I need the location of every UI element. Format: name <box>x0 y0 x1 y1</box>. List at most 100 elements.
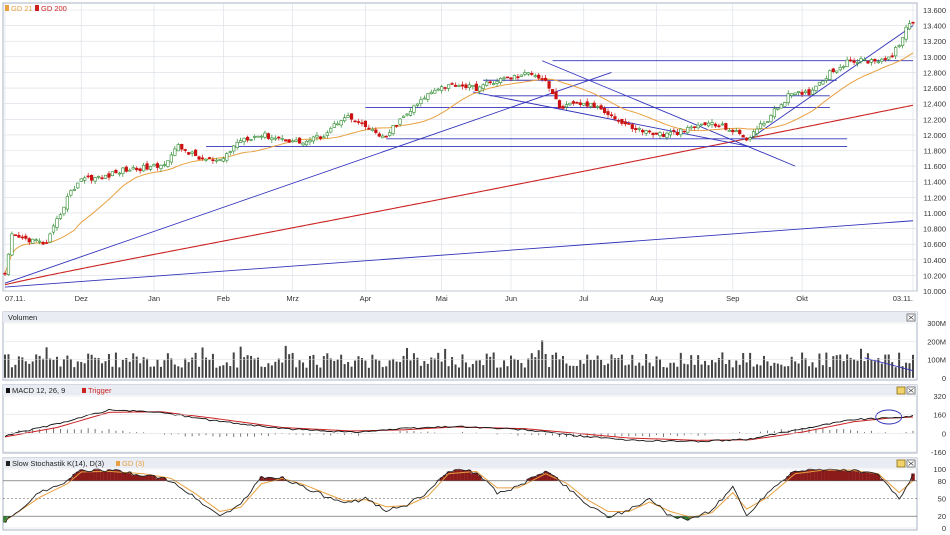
candle-body <box>783 102 787 107</box>
candle-body <box>152 164 156 167</box>
volume-bar <box>794 361 797 378</box>
candle-body <box>554 91 558 100</box>
candle-body <box>422 97 426 100</box>
candle-body <box>741 135 745 138</box>
volume-bar <box>281 362 284 378</box>
volume-bar <box>205 357 208 378</box>
stoch-settings-icon[interactable] <box>896 459 906 468</box>
macd-title: MACD 12, 26, 9 <box>12 386 65 395</box>
volume-bar <box>638 362 641 378</box>
volume-bar <box>350 366 353 378</box>
volume-bar <box>367 367 370 378</box>
volume-bar <box>832 356 835 378</box>
volume-bar <box>409 360 412 378</box>
candle-body <box>100 177 104 179</box>
macd-path <box>4 408 914 443</box>
volume-bar <box>399 362 402 378</box>
candle-body <box>346 115 350 118</box>
macd-close-icon[interactable] <box>906 386 916 395</box>
candle-body <box>592 102 596 108</box>
candle-body <box>110 171 115 177</box>
candle-body <box>724 123 728 130</box>
candle-body <box>339 120 343 126</box>
candle-body <box>627 123 631 125</box>
volume-bar <box>31 361 34 378</box>
candle-body <box>291 140 295 143</box>
volume-title: Volumen <box>8 313 37 322</box>
volume-bar <box>769 365 772 378</box>
volume-bar <box>489 356 492 378</box>
volume-bar <box>7 354 10 378</box>
candle-body <box>606 111 610 115</box>
volume-bar <box>894 367 897 378</box>
candle-body <box>197 156 201 160</box>
candle-body <box>249 139 253 141</box>
macd-settings-icon[interactable] <box>896 386 906 395</box>
volume-bar <box>579 360 582 378</box>
candle-body <box>797 91 801 93</box>
candle-body <box>107 173 111 178</box>
candle-body <box>471 85 475 88</box>
volume-bar <box>55 356 58 378</box>
volume-bar <box>430 357 433 378</box>
volume-bar <box>700 364 703 378</box>
candle-body <box>696 124 700 129</box>
volume-bar <box>509 355 512 378</box>
candle-body <box>509 77 513 80</box>
x-axis-label: Mrz <box>286 294 299 303</box>
candle-body <box>159 164 163 169</box>
candle-body <box>897 45 901 47</box>
volume-bar <box>478 360 481 378</box>
volume-axis-label: 100M <box>927 356 946 365</box>
volume-bar <box>21 357 24 378</box>
candle-body <box>817 81 822 86</box>
candle-body <box>155 163 160 168</box>
volume-bar <box>305 367 308 378</box>
candle-body <box>162 164 167 166</box>
volume-bar <box>326 353 329 378</box>
candle-body <box>557 100 562 109</box>
candle-body <box>907 23 912 30</box>
volume-bar <box>905 362 908 378</box>
candle-body <box>453 84 458 87</box>
volume-bar <box>891 362 894 378</box>
volume-bar <box>856 360 859 378</box>
volume-bar <box>357 356 360 378</box>
stoch-close-icon[interactable] <box>906 459 916 468</box>
volume-bar <box>45 347 48 378</box>
candle-body <box>58 214 63 219</box>
volume-bars <box>4 340 914 378</box>
price-axis-label: 11.800 <box>924 147 946 156</box>
candle-body <box>547 81 551 89</box>
volume-bar <box>683 363 686 378</box>
volume-bar <box>73 367 76 378</box>
volume-axis-label: 200M <box>927 337 946 346</box>
candle-body <box>24 235 28 239</box>
gd200-line <box>4 104 914 286</box>
candle-body <box>190 151 194 154</box>
candle-body <box>325 132 329 136</box>
candle-body <box>51 225 56 233</box>
volume-bar <box>392 358 395 378</box>
volume-bar <box>461 354 464 378</box>
candle-body <box>436 88 440 91</box>
price-axis-label: 11.200 <box>924 193 946 202</box>
volume-bar <box>704 360 707 378</box>
candle-body <box>266 133 270 139</box>
volume-bar <box>194 352 197 378</box>
volume-bar <box>714 362 717 378</box>
candle-body <box>103 174 108 179</box>
volume-bar <box>416 357 419 378</box>
candle-body <box>69 190 73 196</box>
volume-bar <box>471 363 474 378</box>
volume-axis-label: 300M <box>927 319 946 328</box>
candle-body <box>779 104 783 109</box>
macd-panel <box>2 384 918 454</box>
candle-body <box>443 87 447 89</box>
candle-body <box>485 81 489 86</box>
candle-body <box>623 121 627 125</box>
volume-bar <box>846 354 849 378</box>
volume-close-icon[interactable] <box>906 313 916 322</box>
stoch-axis: 100 80 50 20 0 <box>3 465 946 533</box>
candle-body <box>304 140 309 146</box>
